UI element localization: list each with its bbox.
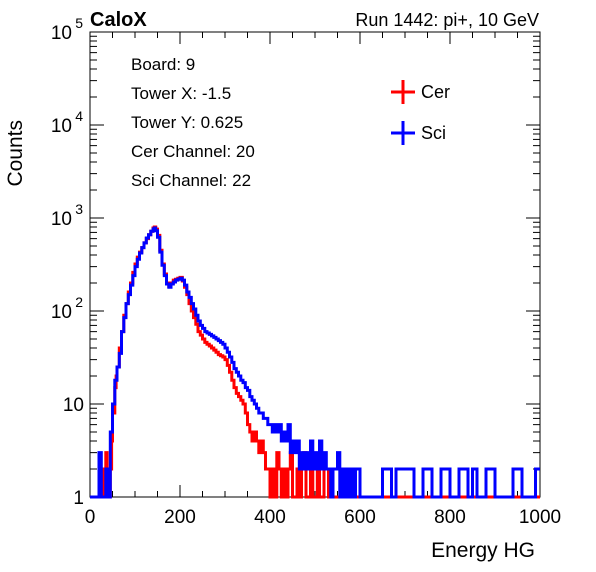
- y-tick-exponent: 5: [75, 15, 83, 31]
- y-tick-label: 10: [51, 23, 72, 44]
- run-label: Run 1442: pi+, 10 GeV: [355, 10, 539, 30]
- x-tick-label: 600: [344, 507, 376, 528]
- legend: Cer Sci: [391, 80, 450, 145]
- legend-label: Sci: [421, 123, 446, 143]
- y-tick-exponent: 2: [75, 294, 83, 310]
- info-box: Board: 9 Tower X: -1.5 Tower Y: 0.625 Cer C…: [131, 55, 255, 190]
- y-tick-exponent: 3: [75, 201, 83, 217]
- series-layer: [90, 225, 540, 499]
- x-axis-title: Energy HG: [431, 539, 535, 562]
- y-tick-label: 10: [51, 302, 72, 323]
- y-tick-label: 1: [73, 488, 84, 509]
- y-tick-label: 10: [63, 395, 84, 416]
- info-line: Tower X: -1.5: [131, 84, 231, 103]
- y-tick-label: 10: [51, 116, 72, 137]
- y-tick-label: 10: [51, 209, 72, 230]
- info-line: Tower Y: 0.625: [131, 113, 243, 132]
- info-line: Sci Channel: 22: [131, 171, 251, 190]
- brand-label: CaloX: [90, 9, 147, 31]
- x-tick-label: 200: [164, 507, 196, 528]
- legend-label: Cer: [421, 82, 450, 102]
- info-line: Board: 9: [131, 55, 195, 74]
- x-tick-label: 1000: [519, 507, 561, 528]
- x-tick-label: 400: [254, 507, 286, 528]
- y-tick-exponent: 4: [75, 108, 83, 124]
- x-tick-label: 800: [434, 507, 466, 528]
- y-axis-title: Counts: [4, 120, 27, 187]
- x-tick-label: 0: [85, 507, 96, 528]
- series-cer-line: [90, 225, 540, 499]
- series-sci-line: [90, 226, 540, 499]
- info-line: Cer Channel: 20: [131, 142, 255, 161]
